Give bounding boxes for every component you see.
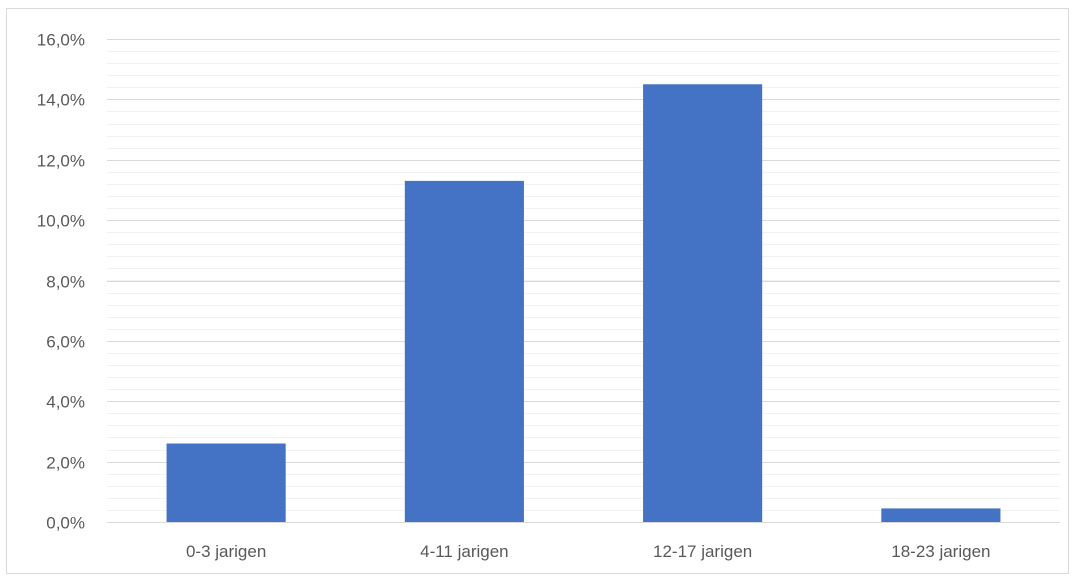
y-tick-label: 6,0% — [46, 333, 85, 352]
x-category-label: 18-23 jarigen — [891, 542, 990, 561]
bar — [166, 443, 286, 522]
y-tick-label: 10,0% — [37, 212, 85, 231]
bar — [881, 508, 1001, 522]
x-category-label: 0-3 jarigen — [186, 542, 266, 561]
bar — [404, 180, 524, 522]
y-tick-label: 16,0% — [37, 31, 85, 50]
y-tick-label: 14,0% — [37, 91, 85, 110]
bar — [643, 84, 763, 522]
y-tick-label: 12,0% — [37, 152, 85, 171]
x-category-label: 4-11 jarigen — [420, 542, 509, 561]
y-tick-label: 8,0% — [46, 273, 85, 292]
x-category-label: 12-17 jarigen — [653, 542, 752, 561]
y-tick-label: 4,0% — [46, 393, 85, 412]
y-tick-label: 0,0% — [46, 514, 85, 533]
y-tick-label: 2,0% — [46, 454, 85, 473]
